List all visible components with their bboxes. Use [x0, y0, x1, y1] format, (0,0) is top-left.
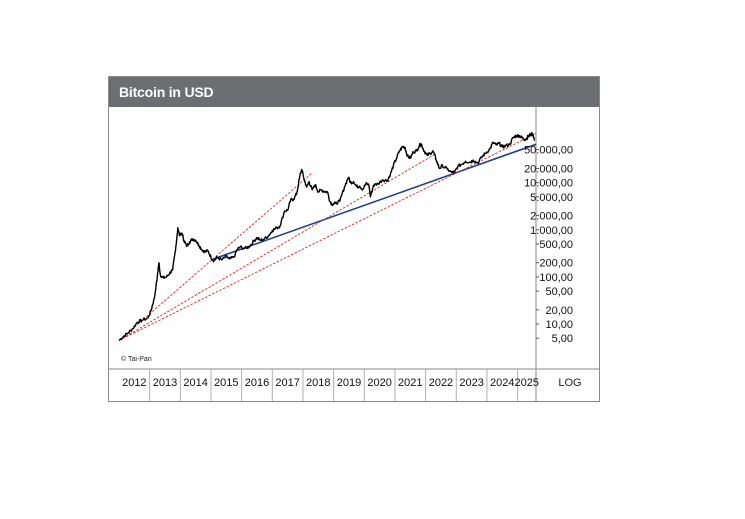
y-tick-label: 500,00	[539, 239, 573, 251]
x-year-label: 2021	[398, 377, 422, 389]
trend-red-2	[118, 153, 436, 341]
y-tick-label: 50,00	[545, 286, 573, 298]
x-year-label: 2024	[490, 377, 514, 389]
y-tick-label: 20,00	[545, 305, 573, 317]
y-tick-label: 100,00	[539, 272, 573, 284]
trend-red-1	[118, 172, 313, 341]
x-year-label: 2025	[515, 377, 539, 389]
copyright-note: © Tai-Pan	[121, 355, 152, 363]
x-year-label: 2018	[306, 377, 330, 389]
series-bitcoin	[118, 132, 536, 341]
y-tick-label: 20.000,00	[524, 163, 573, 175]
y-tick-label: 10,00	[545, 319, 573, 331]
scale-label: LOG	[558, 377, 581, 389]
x-year-label: 2016	[245, 377, 269, 389]
y-tick-label: 1.000,00	[530, 225, 573, 237]
chart-canvas: 50.000,00 20.000,00 10.000,00 5.000,00 2.000…	[109, 107, 599, 401]
x-year-label: 2020	[367, 377, 391, 389]
x-year-label: 2015	[214, 377, 238, 389]
x-axis-years: 2012 2013 2014 2015 2016 2017 2018 2019 2020 2021…	[122, 369, 539, 401]
chart-title: Bitcoin in USD	[119, 84, 214, 100]
x-year-label: 2023	[459, 377, 483, 389]
x-year-label: 2013	[153, 377, 177, 389]
y-tick-label: 50.000,00	[524, 145, 573, 157]
y-tick-label: 10.000,00	[524, 178, 573, 190]
y-tick-label: 5.000,00	[530, 192, 573, 204]
y-tick-label: 5,00	[552, 333, 573, 345]
chart-title-bar: Bitcoin in USD	[109, 77, 599, 107]
trendlines	[118, 133, 537, 341]
x-year-label: 2017	[275, 377, 299, 389]
y-tick-label: 200,00	[539, 258, 573, 270]
trend-red-3	[118, 133, 537, 341]
x-year-label: 2022	[429, 377, 453, 389]
price-series	[118, 132, 536, 341]
x-year-label: 2012	[122, 377, 146, 389]
y-tick-label: 2.000,00	[530, 211, 573, 223]
trend-blue	[210, 143, 537, 261]
y-axis-ticks: 50.000,00 20.000,00 10.000,00 5.000,00 2.000…	[524, 145, 573, 346]
x-year-label: 2014	[183, 377, 207, 389]
x-year-label: 2019	[337, 377, 361, 389]
chart-frame: Bitcoin in USD 50.000,00 20.000,00 10.000,…	[108, 76, 600, 402]
